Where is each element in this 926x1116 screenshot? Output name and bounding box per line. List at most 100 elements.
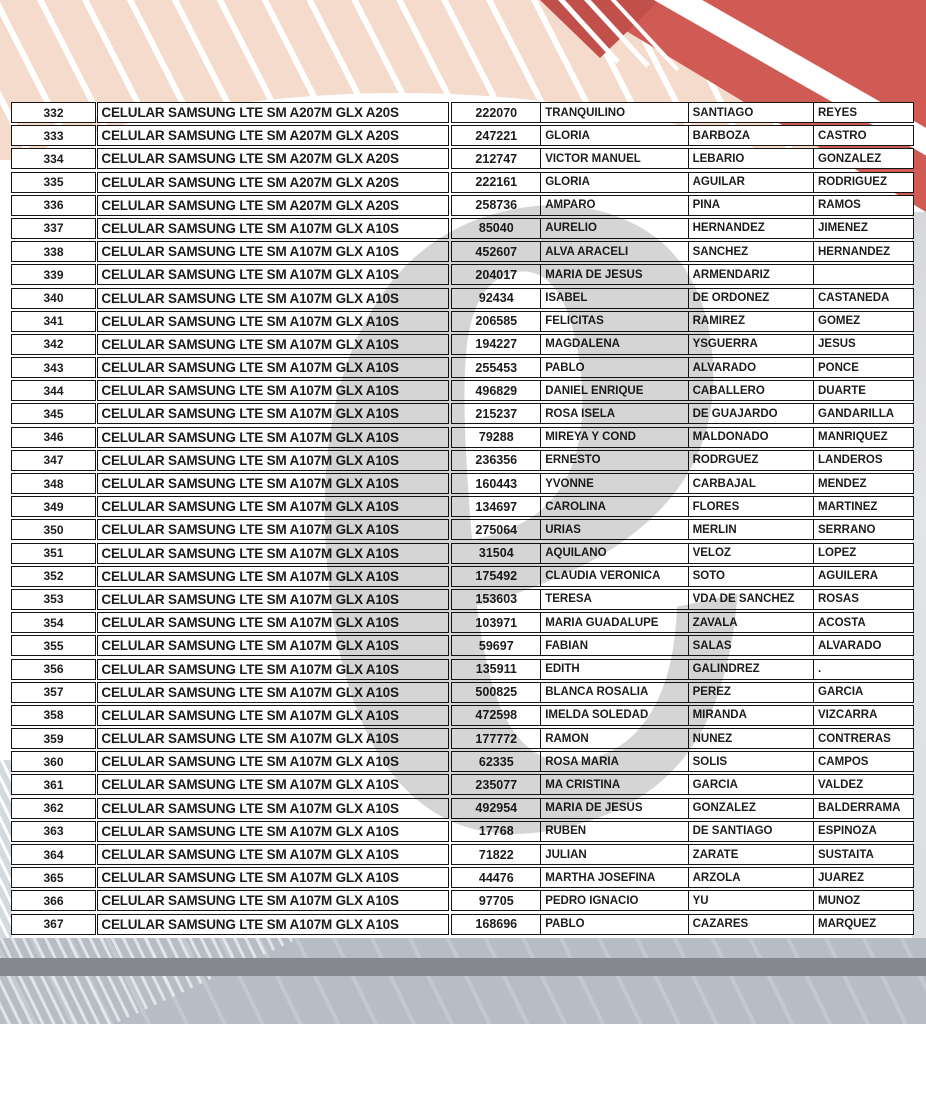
product-description-text: CELULAR SAMSUNG LTE SM A107M GLX A10S: [101, 800, 399, 816]
cell-maternal-surname: RODRIGUEZ: [813, 171, 914, 193]
product-description-text: CELULAR SAMSUNG LTE SM A107M GLX A10S: [101, 290, 399, 306]
table-row: 348 CELULAR SAMSUNG LTE SM A107M GLX A10…: [11, 473, 914, 494]
table-row: 359 CELULAR SAMSUNG LTE SM A107M GLX A10…: [11, 728, 914, 750]
cell-maternal-surname: VALDEZ: [813, 774, 914, 796]
cell-product-description: CELULAR SAMSUNG LTE SM A107M GLX A10S: [97, 913, 450, 935]
cell-product-description: CELULAR SAMSUNG LTE SM A107M GLX A10S: [97, 449, 450, 471]
cell-maternal-surname: ALVARADO: [813, 635, 914, 657]
cell-ticket-number: 71822: [450, 844, 542, 865]
cell-maternal-surname: GARCIA: [813, 681, 914, 703]
cell-maternal-surname: DUARTE: [813, 380, 914, 402]
cell-row-number: 358: [11, 704, 96, 726]
cell-ticket-number: 194227: [450, 333, 542, 355]
cell-ticket-number: 204017: [450, 264, 542, 286]
cell-paternal-surname: SALAS: [687, 635, 815, 657]
cell-product-description: CELULAR SAMSUNG LTE SM A107M GLX A10S: [97, 310, 450, 332]
cell-paternal-surname: RAMIREZ: [687, 310, 815, 332]
product-description-text: CELULAR SAMSUNG LTE SM A107M GLX A10S: [101, 220, 399, 236]
cell-product-description: CELULAR SAMSUNG LTE SM A207M GLX A20S: [97, 171, 450, 193]
cell-first-name: ALVA ARACELI: [540, 241, 690, 263]
cell-product-description: CELULAR SAMSUNG LTE SM A107M GLX A10S: [97, 403, 450, 425]
product-description-text: CELULAR SAMSUNG LTE SM A107M GLX A10S: [101, 870, 399, 886]
cell-ticket-number: 222070: [450, 102, 542, 123]
white-fan-line: [610, 0, 680, 72]
cell-first-name: MARIA DE JESUS: [540, 797, 690, 819]
cell-ticket-number: 472598: [450, 704, 542, 726]
table-row: 362 CELULAR SAMSUNG LTE SM A107M GLX A10…: [11, 797, 914, 819]
cell-ticket-number: 103971: [450, 612, 542, 634]
product-description-text: CELULAR SAMSUNG LTE SM A107M GLX A10S: [101, 336, 399, 352]
cell-maternal-surname: CASTRO: [813, 125, 914, 147]
cell-maternal-surname: CAMPOS: [813, 751, 914, 773]
cell-paternal-surname: MERLIN: [687, 519, 815, 541]
table-row: 335 CELULAR SAMSUNG LTE SM A207M GLX A20…: [11, 171, 914, 193]
cell-product-description: CELULAR SAMSUNG LTE SM A107M GLX A10S: [97, 333, 450, 355]
cell-product-description: CELULAR SAMSUNG LTE SM A107M GLX A10S: [97, 774, 450, 796]
cell-maternal-surname: GANDARILLA: [813, 403, 914, 425]
cell-paternal-surname: LEBARIO: [687, 148, 815, 170]
cell-row-number: 345: [11, 403, 96, 425]
cell-row-number: 333: [11, 125, 96, 147]
product-description-text: CELULAR SAMSUNG LTE SM A107M GLX A10S: [101, 360, 399, 376]
cell-ticket-number: 134697: [450, 496, 542, 518]
cell-ticket-number: 62335: [450, 751, 542, 773]
cell-first-name: DANIEL ENRIQUE: [540, 380, 690, 402]
cell-first-name: AMPARO: [540, 194, 690, 216]
cell-row-number: 359: [11, 728, 96, 750]
cell-row-number: 335: [11, 171, 96, 193]
table-row: 366 CELULAR SAMSUNG LTE SM A107M GLX A10…: [11, 890, 914, 912]
table-row: 356 CELULAR SAMSUNG LTE SM A107M GLX A10…: [11, 658, 914, 680]
cell-maternal-surname: PONCE: [813, 357, 914, 379]
cell-first-name: MIREYA Y COND: [540, 426, 690, 448]
cell-first-name: VICTOR MANUEL: [540, 148, 690, 170]
cell-product-description: CELULAR SAMSUNG LTE SM A107M GLX A10S: [97, 728, 450, 750]
cell-maternal-surname: AGUILERA: [813, 565, 914, 587]
cell-maternal-surname: MUNOZ: [813, 890, 914, 912]
cell-first-name: IMELDA SOLEDAD: [540, 704, 690, 726]
cell-ticket-number: 175492: [450, 565, 542, 587]
cell-row-number: 348: [11, 473, 96, 494]
product-description-text: CELULAR SAMSUNG LTE SM A107M GLX A10S: [101, 429, 399, 445]
cell-maternal-surname: MARTINEZ: [813, 496, 914, 518]
footer-decoration: [0, 938, 926, 1024]
cell-product-description: CELULAR SAMSUNG LTE SM A107M GLX A10S: [97, 751, 450, 773]
cell-product-description: CELULAR SAMSUNG LTE SM A107M GLX A10S: [97, 844, 450, 865]
cell-row-number: 362: [11, 797, 96, 819]
cell-first-name: PABLO: [540, 357, 690, 379]
cell-paternal-surname: SANCHEZ: [687, 241, 815, 263]
product-description-text: CELULAR SAMSUNG LTE SM A107M GLX A10S: [101, 545, 399, 561]
cell-first-name: TRANQUILINO: [540, 102, 690, 123]
cell-paternal-surname: ARMENDARIZ: [687, 264, 815, 286]
cell-ticket-number: 160443: [450, 473, 542, 494]
cell-product-description: CELULAR SAMSUNG LTE SM A107M GLX A10S: [97, 565, 450, 587]
cell-product-description: CELULAR SAMSUNG LTE SM A107M GLX A10S: [97, 496, 450, 518]
cell-paternal-surname: CABALLERO: [687, 380, 815, 402]
cell-paternal-surname: ARZOLA: [687, 867, 815, 889]
cell-product-description: CELULAR SAMSUNG LTE SM A107M GLX A10S: [97, 264, 450, 286]
cell-paternal-surname: AGUILAR: [687, 171, 815, 193]
cell-row-number: 344: [11, 380, 96, 402]
cell-ticket-number: 97705: [450, 890, 542, 912]
cell-maternal-surname: LOPEZ: [813, 542, 914, 564]
cell-paternal-surname: ZAVALA: [687, 612, 815, 634]
table-row: 332 CELULAR SAMSUNG LTE SM A207M GLX A20…: [11, 102, 914, 123]
cell-paternal-surname: FLORES: [687, 496, 815, 518]
cell-ticket-number: 492954: [450, 797, 542, 819]
white-diagonal-stripe: [653, 0, 926, 156]
table-row: 342 CELULAR SAMSUNG LTE SM A107M GLX A10…: [11, 333, 914, 355]
product-description-text: CELULAR SAMSUNG LTE SM A107M GLX A10S: [101, 568, 399, 584]
cell-row-number: 355: [11, 635, 96, 657]
cell-row-number: 364: [11, 844, 96, 865]
product-description-text: CELULAR SAMSUNG LTE SM A107M GLX A10S: [101, 916, 399, 932]
table-row: 360 CELULAR SAMSUNG LTE SM A107M GLX A10…: [11, 751, 914, 773]
table-row: 340 CELULAR SAMSUNG LTE SM A107M GLX A10…: [11, 287, 914, 309]
cell-maternal-surname: LANDEROS: [813, 449, 914, 471]
table-row: 365 CELULAR SAMSUNG LTE SM A107M GLX A10…: [11, 867, 914, 889]
cell-maternal-surname: ACOSTA: [813, 612, 914, 634]
cell-paternal-surname: GONZALEZ: [687, 797, 815, 819]
cell-product-description: CELULAR SAMSUNG LTE SM A107M GLX A10S: [97, 473, 450, 494]
footer-hatch-pattern: [0, 938, 300, 1024]
cell-first-name: MAGDALENA: [540, 333, 690, 355]
cell-first-name: FABIAN: [540, 635, 690, 657]
cell-first-name: MA CRISTINA: [540, 774, 690, 796]
